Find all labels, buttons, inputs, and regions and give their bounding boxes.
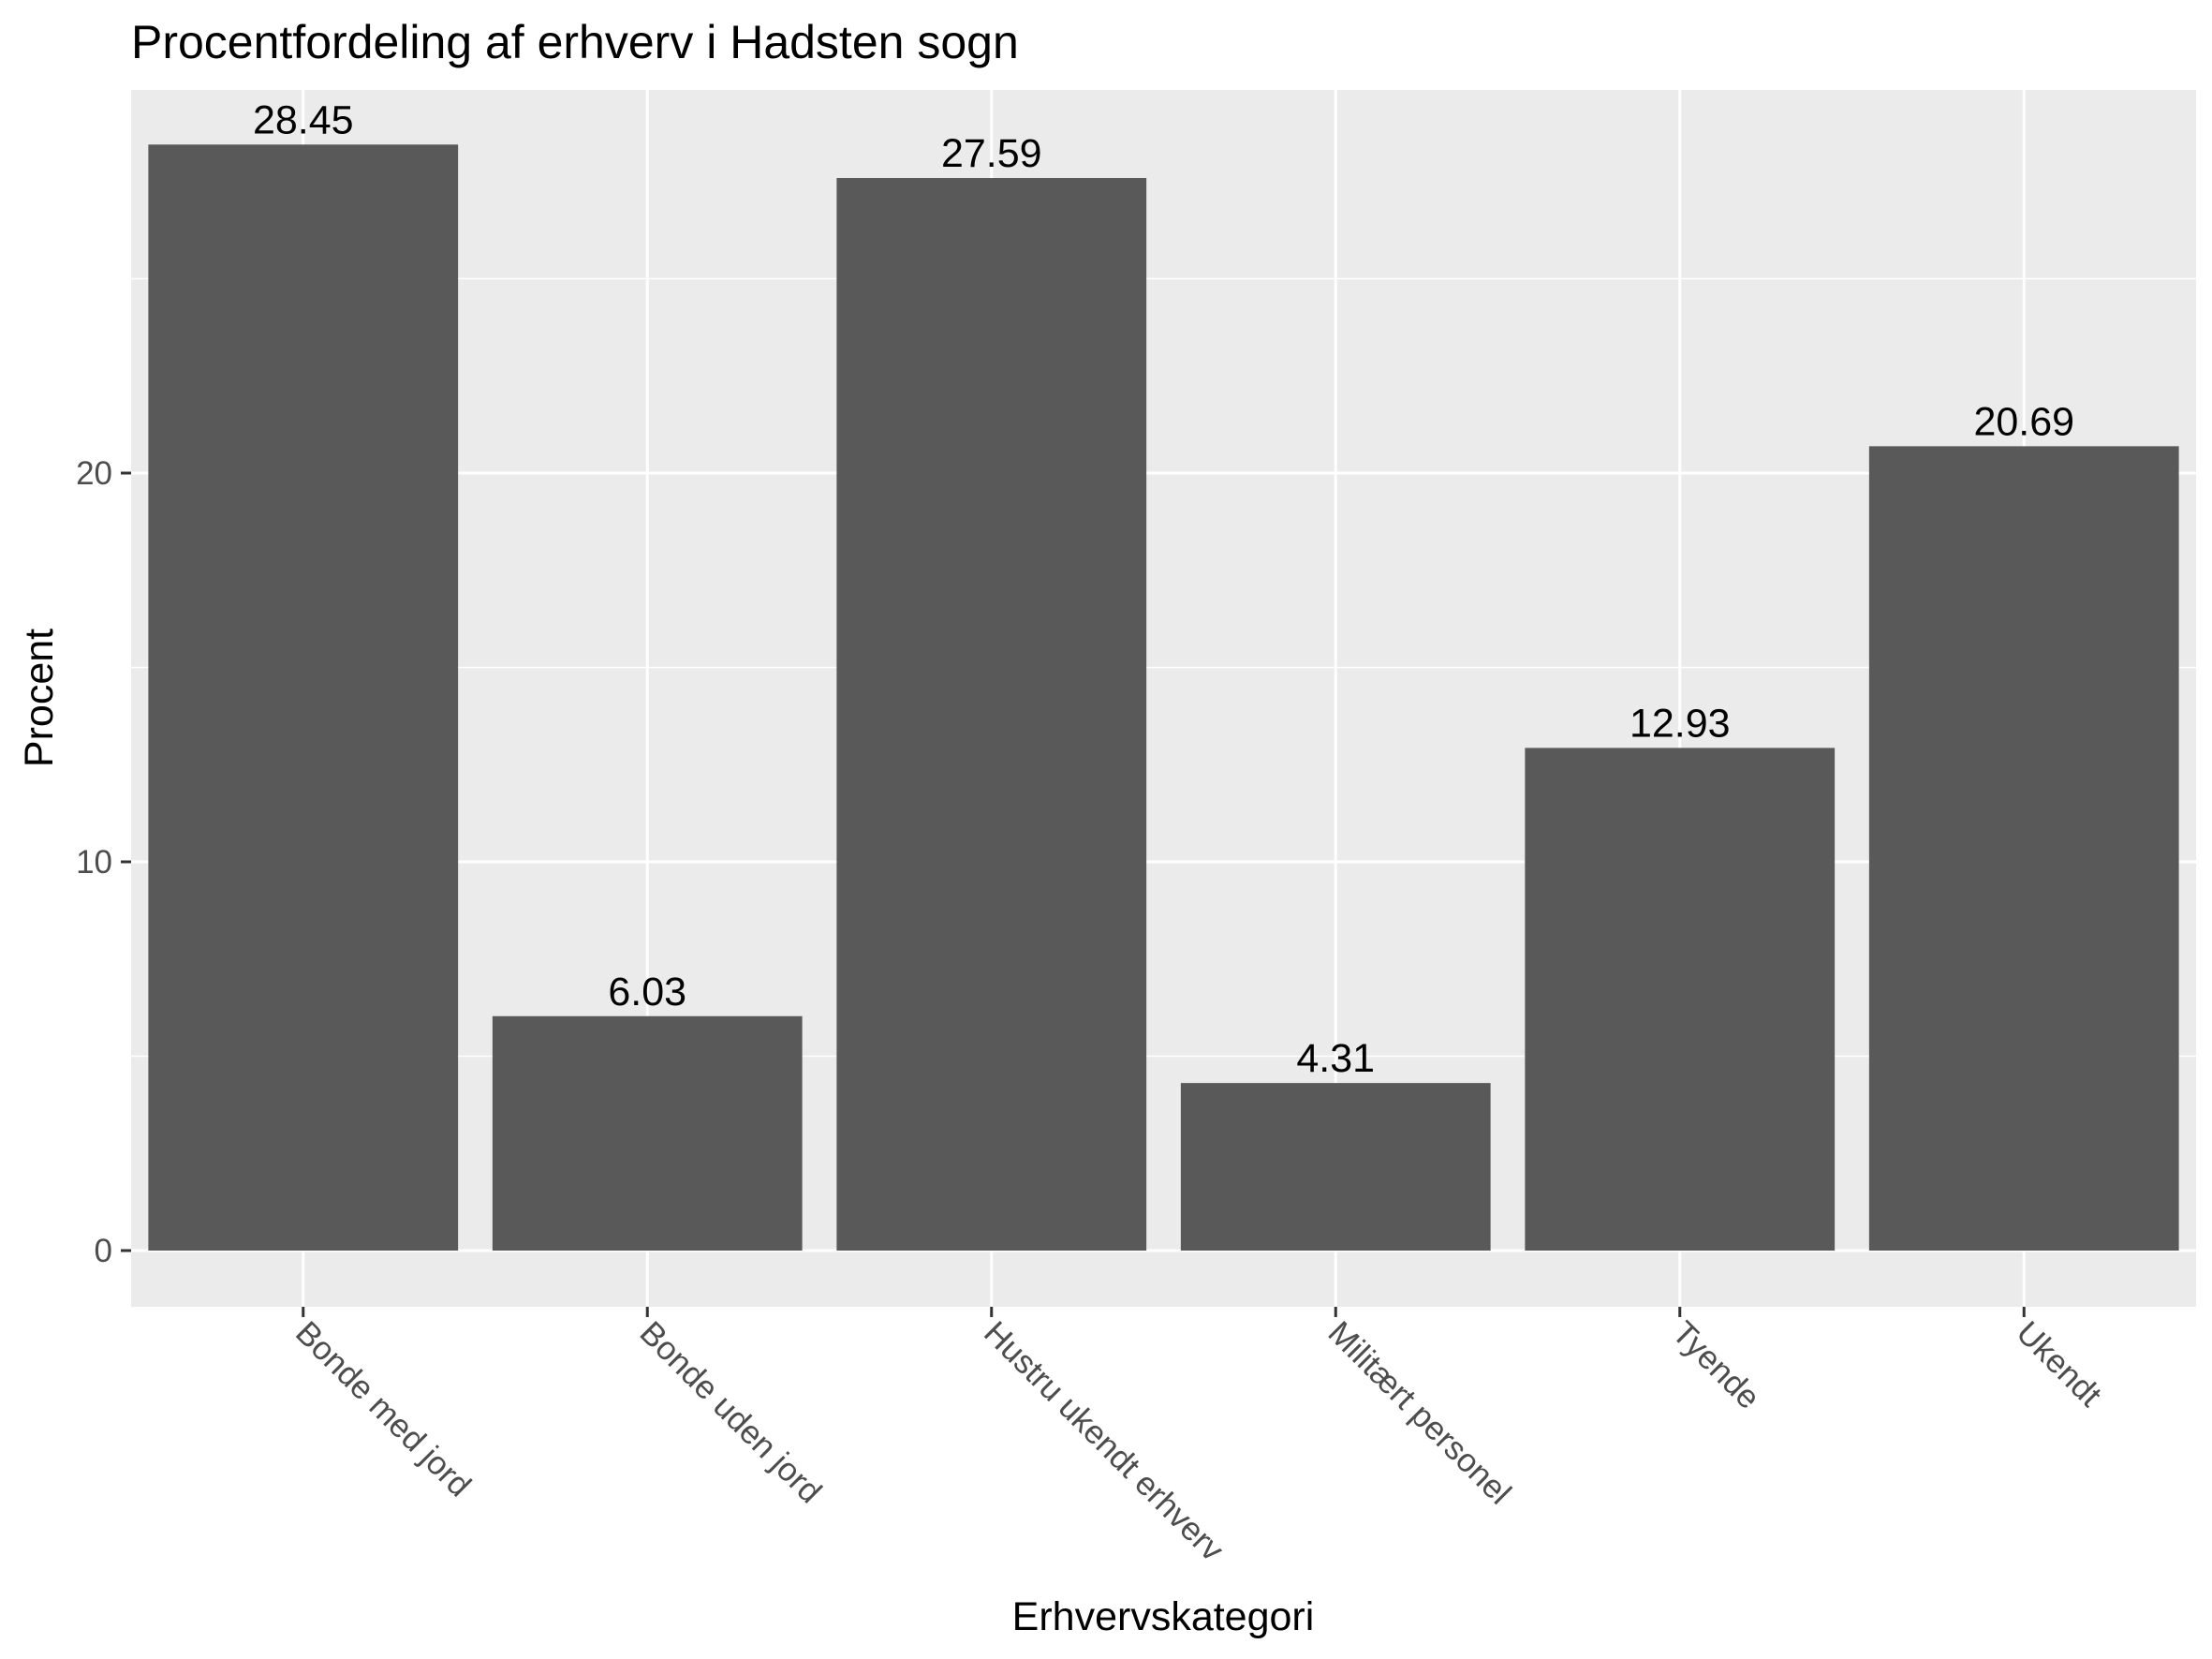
data-labels: 28.45 6.03 27.59 4.31 12.93 20.69 xyxy=(253,97,2074,1081)
y-tick-label: 0 xyxy=(95,1233,112,1269)
bar-value-label: 20.69 xyxy=(1973,399,2074,444)
minor-gridlines xyxy=(131,277,2196,1058)
x-tick-label: Tyende xyxy=(1665,1314,1767,1416)
bar-value-label: 4.31 xyxy=(1296,1036,1375,1081)
chart-title: Procentfordeling af erhverv i Hadsten so… xyxy=(131,16,1019,68)
x-axis: Bonde med jord Bonde uden jord Hustru uken… xyxy=(288,1307,2109,1568)
bar xyxy=(1525,748,1836,1251)
x-tick-label: Bonde med jord xyxy=(288,1314,478,1503)
bars xyxy=(148,144,2179,1252)
bar-value-label: 27.59 xyxy=(941,131,1042,176)
y-tick-label: 20 xyxy=(76,455,112,492)
x-tick-label: Hustru ukendt erhverv xyxy=(977,1314,1231,1568)
x-tick-label: Militært personel xyxy=(1321,1314,1519,1512)
x-axis-title: Erhvervskategori xyxy=(1012,1594,1315,1639)
bar-value-label: 6.03 xyxy=(608,970,686,1015)
bar xyxy=(148,144,459,1252)
y-axis-title: Procent xyxy=(17,629,62,767)
bar xyxy=(1180,1083,1491,1251)
plot-panel xyxy=(131,90,2196,1307)
bar-value-label: 28.45 xyxy=(253,97,354,142)
bar xyxy=(836,178,1147,1251)
y-axis: 0 10 20 xyxy=(76,455,131,1269)
y-tick-label: 10 xyxy=(76,844,112,881)
x-tick-label: Ukendt xyxy=(2010,1314,2109,1414)
bar-value-label: 12.93 xyxy=(1630,701,1731,746)
bar xyxy=(1868,446,2179,1251)
bar xyxy=(492,1015,803,1251)
x-tick-label: Bonde uden jord xyxy=(633,1314,829,1510)
